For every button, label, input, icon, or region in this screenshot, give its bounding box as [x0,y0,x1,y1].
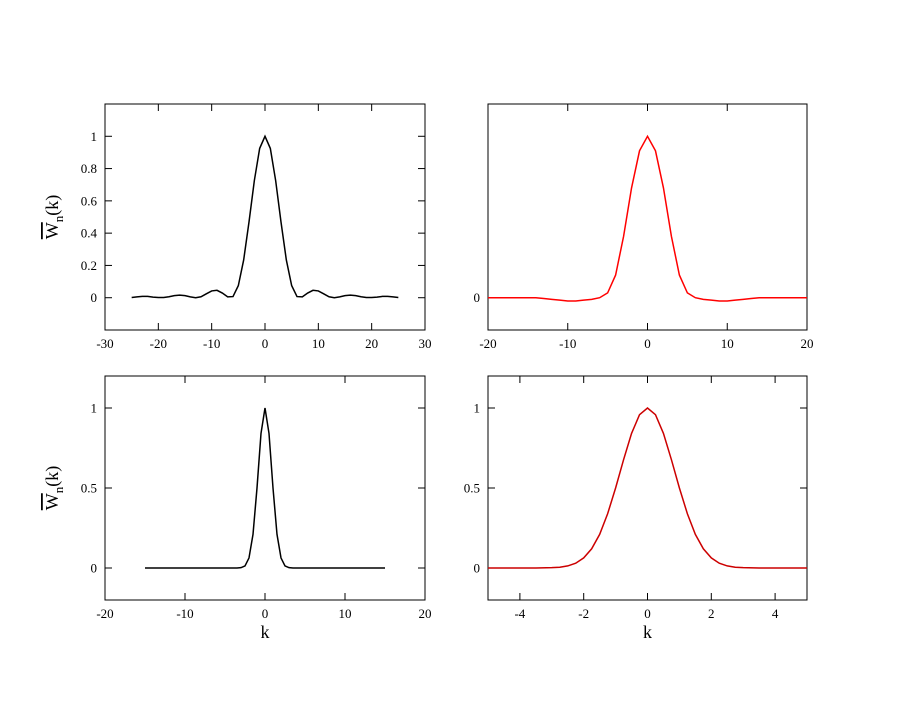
y-tick-label: 0 [91,290,98,305]
y-axis-label: Wn(k) [42,195,66,240]
curve [488,407,807,569]
y-tick-label: 0 [91,561,98,576]
x-tick-label: 2 [708,606,715,621]
y-tick-label: 0.5 [464,481,480,496]
x-tick-label: 30 [419,336,432,351]
x-tick-label: -20 [150,336,167,351]
x-tick-label: 20 [365,336,378,351]
y-tick-label: 0.5 [81,481,97,496]
y-tick-label: 0.2 [81,258,97,273]
y-tick-label: 0.8 [81,161,97,176]
panel: -20 -10 0 10 20 0 [474,103,814,351]
x-tick-label: -2 [578,606,589,621]
panel: -4 -2 0 2 4 0 0.5 1 k [464,375,808,642]
x-tick-label: 10 [721,336,734,351]
x-tick-label: 10 [312,336,325,351]
x-tick-label: -10 [203,336,220,351]
x-tick-label: -30 [96,336,113,351]
y-tick-label: 1 [91,401,98,416]
y-tick-label: 0.6 [81,193,98,208]
x-tick-label: -10 [176,606,193,621]
y-label-main: W [42,493,62,510]
x-axis-label: k [643,622,652,642]
plot-frame [487,103,808,331]
x-tick-label: 0 [262,336,269,351]
x-tick-label: 20 [801,336,814,351]
x-tick-label: 20 [419,606,432,621]
x-axis-label: k [261,622,270,642]
plot-frame [487,375,808,601]
y-label-main: W [42,222,62,239]
panel: -30 -20 -10 0 10 20 30 0 0.2 0.4 0.6 0.8 1 Wn(k) [42,103,432,351]
y-label-suffix: (k) [42,195,63,216]
y-tick-label: 1 [91,129,98,144]
y-tick-label: 0 [474,290,481,305]
y-label-sub: n [51,486,66,493]
x-tick-label: -10 [559,336,576,351]
x-tick-label: -4 [514,606,525,621]
curve [131,134,399,299]
x-tick-label: 0 [644,606,651,621]
x-tick-label: 4 [772,606,779,621]
x-tick-label: 10 [339,606,352,621]
curve [145,407,385,569]
x-tick-label: -20 [479,336,496,351]
y-tick-label: 0.4 [81,226,98,241]
y-axis-label: Wn(k) [42,466,66,511]
x-tick-label: 0 [262,606,269,621]
y-label-sub: n [51,215,66,222]
x-tick-label: 0 [644,336,651,351]
curve [488,134,807,302]
y-label-suffix: (k) [42,466,63,487]
y-tick-label: 1 [474,401,481,416]
panel: -20 -10 0 10 20 0 0.5 1 k Wn(k) [42,375,432,642]
y-tick-label: 0 [474,561,481,576]
x-tick-label: -20 [96,606,113,621]
